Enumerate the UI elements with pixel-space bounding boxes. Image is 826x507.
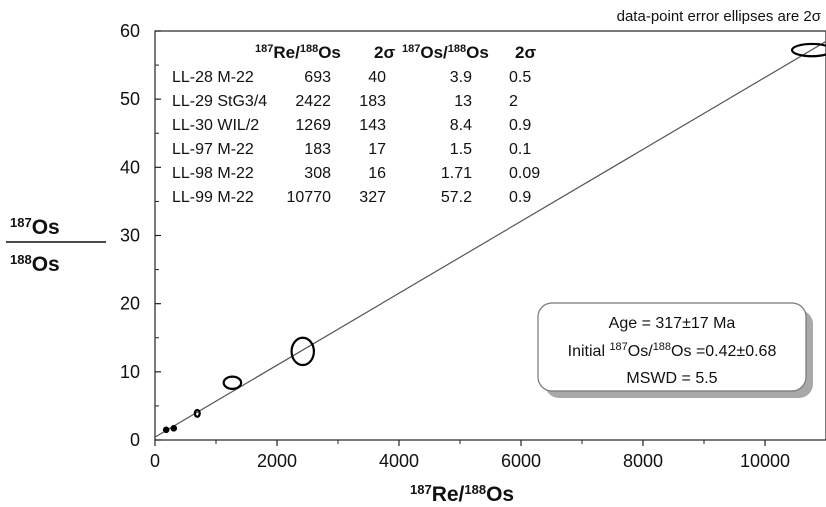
data-table: 187Re/188Os 2σ 187Os/188Os 2σ LL-28 M-22… — [172, 43, 540, 206]
y-tick-label: 20 — [120, 294, 140, 314]
table-header-2sigma-re: 2σ — [374, 43, 395, 62]
table-cell-os-os: 1.5 — [450, 141, 472, 158]
table-cell-os-os: 3.9 — [450, 69, 472, 86]
error-ellipse — [193, 408, 201, 418]
y-tick-label: 0 — [130, 430, 140, 450]
y-axis-ticks: 0 10 20 30 40 50 60 — [120, 21, 161, 450]
error-ellipses — [162, 42, 826, 434]
table-cell-sample: LL-30 WIL/2 — [172, 117, 259, 134]
mswd-result: MSWD = 5.5 — [626, 370, 717, 387]
error-ellipse — [222, 375, 243, 390]
table-rows: LL-28 M-22 693 40 3.9 0.5 LL-29 StG3/4 2422 183… — [172, 69, 540, 206]
y-axis-title-denominator: 188Os — [10, 252, 60, 277]
y-tick-label: 10 — [120, 362, 140, 382]
table-cell-sample: LL-29 StG3/4 — [172, 93, 267, 110]
table-cell-sample: LL-99 M-22 — [172, 189, 254, 206]
x-tick-label: 6000 — [501, 451, 541, 471]
table-cell-os-os-error: 0.5 — [509, 69, 531, 86]
error-ellipse — [170, 425, 178, 432]
table-cell-os-os: 57.2 — [441, 189, 472, 206]
table-cell-re-os: 2422 — [295, 93, 331, 110]
error-ellipse — [290, 336, 316, 367]
table-cell-re-os: 308 — [304, 165, 331, 182]
table-cell-re-os: 183 — [304, 141, 331, 158]
table-cell-re-os-error: 40 — [368, 69, 386, 86]
table-cell-sample: LL-28 M-22 — [172, 69, 254, 86]
table-cell-os-os-error: 0.1 — [509, 141, 531, 158]
error-ellipse — [790, 42, 826, 58]
age-result: Age = 317±17 Ma — [609, 315, 736, 332]
table-cell-sample: LL-98 M-22 — [172, 165, 254, 182]
table-cell-re-os-error: 143 — [359, 117, 386, 134]
x-tick-label: 2000 — [257, 451, 297, 471]
table-cell-re-os: 10770 — [287, 189, 332, 206]
error-ellipse — [162, 426, 170, 434]
table-cell-os-os-error: 0.9 — [509, 117, 531, 134]
isochron-line — [154, 40, 826, 438]
table-cell-re-os-error: 16 — [368, 165, 386, 182]
results-box-frame — [537, 302, 807, 392]
table-cell-os-os-error: 2 — [509, 93, 518, 110]
y-axis-title-numerator: 187Os — [10, 215, 60, 240]
y-tick-label: 60 — [120, 21, 140, 41]
y-tick-label: 40 — [120, 157, 140, 177]
table-header-2sigma-os: 2σ — [515, 43, 536, 62]
error-ellipse-note: data-point error ellipses are 2σ — [617, 8, 822, 25]
table-cell-re-os: 1269 — [295, 117, 331, 134]
table-header-re-os: 187Re/188Os — [255, 43, 341, 62]
y-tick-label: 50 — [120, 89, 140, 109]
initial-ratio-result: Initial 187Os/188Os =0.42±0.68 — [568, 341, 777, 360]
table-header-os-os: 187Os/188Os — [402, 43, 489, 62]
table-cell-os-os: 8.4 — [450, 117, 472, 134]
table-cell-os-os: 13 — [454, 93, 472, 110]
table-cell-re-os: 693 — [304, 69, 331, 86]
table-cell-os-os-error: 0.9 — [509, 189, 531, 206]
x-axis-title: 187Re/188Os — [410, 482, 514, 507]
table-cell-os-os: 1.71 — [441, 165, 472, 182]
table-cell-re-os-error: 327 — [359, 189, 386, 206]
table-cell-sample: LL-97 M-22 — [172, 141, 254, 158]
table-cell-os-os-error: 0.09 — [509, 165, 540, 182]
y-tick-label: 30 — [120, 226, 140, 246]
table-cell-re-os-error: 17 — [368, 141, 386, 158]
x-tick-label: 10000 — [740, 451, 790, 471]
x-tick-label: 0 — [150, 451, 160, 471]
x-tick-label: 4000 — [379, 451, 419, 471]
y-axis-title: 187Os 188Os — [6, 215, 106, 277]
results-box: Age = 317±17 Ma Initial 187Os/188Os =0.4… — [537, 302, 813, 398]
x-axis-ticks: 0 2000 4000 6000 8000 10000 — [150, 440, 790, 471]
x-tick-label: 8000 — [623, 451, 663, 471]
table-cell-re-os-error: 183 — [359, 93, 386, 110]
